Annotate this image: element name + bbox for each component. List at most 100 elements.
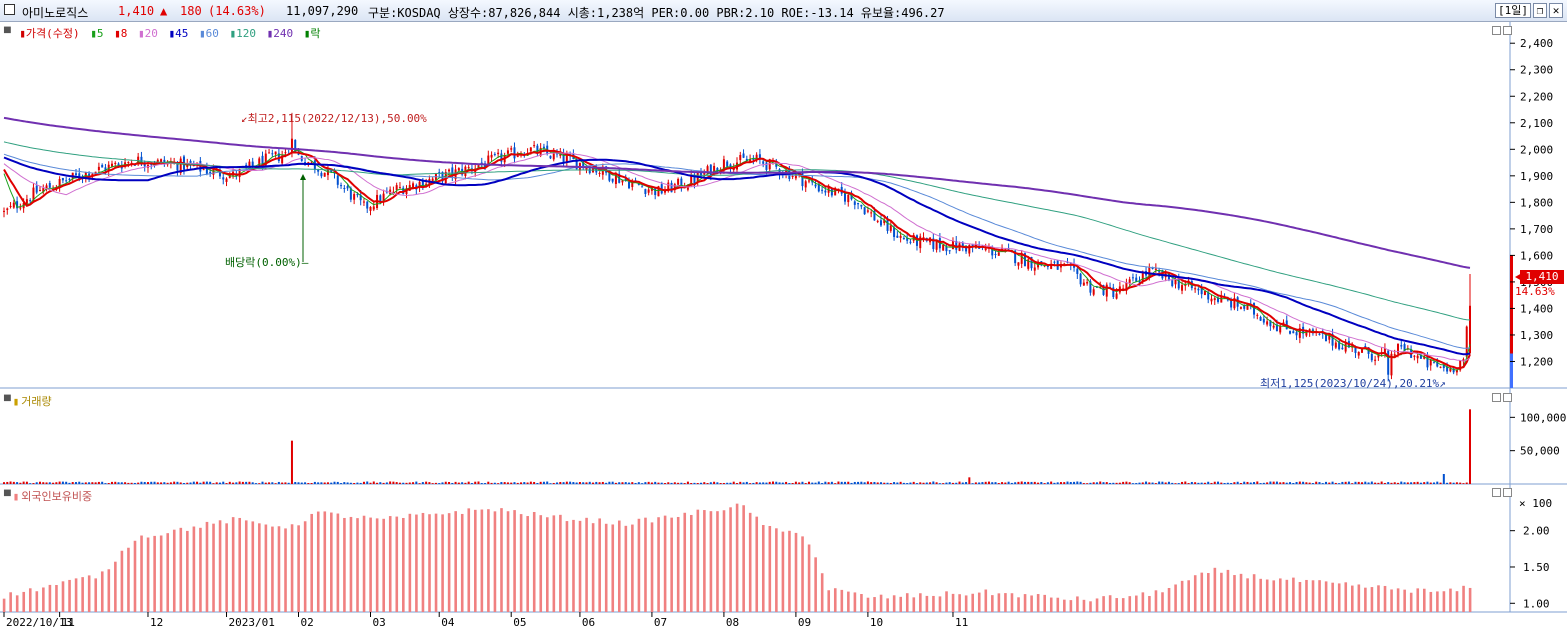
volume-bar — [22, 481, 25, 484]
pane-minimize-button[interactable] — [1492, 26, 1501, 35]
volume-bar — [1462, 483, 1465, 484]
volume-bar — [114, 481, 117, 484]
foreign-ratio-bar — [912, 597, 916, 612]
candle-body — [1390, 353, 1393, 376]
volume-bar — [1311, 483, 1314, 484]
candle-body — [876, 220, 879, 222]
x-tick-label: 2023/01 — [229, 616, 275, 629]
candle-body — [1338, 341, 1341, 350]
volume-bar — [408, 482, 411, 484]
volume-minimize-button[interactable] — [1492, 393, 1501, 402]
volume-bars: 100,000 50,000 — [3, 409, 1566, 484]
foreign-ratio-bar — [932, 595, 935, 612]
volume-bar — [624, 482, 627, 484]
price-tick-label: 2,000 — [1520, 143, 1553, 156]
volume-bar — [1197, 482, 1200, 484]
foreign-close-button[interactable] — [1503, 488, 1512, 497]
volume-bar — [1403, 482, 1406, 484]
restore-window-icon[interactable]: ❐ — [1533, 3, 1547, 18]
candle-body — [1053, 261, 1056, 263]
candle-body — [6, 208, 9, 210]
volume-bar — [1334, 482, 1337, 484]
candle-body — [133, 164, 136, 166]
legend-ma8: ▮8 — [114, 27, 128, 40]
volume-bar — [117, 482, 120, 484]
candle-body — [1305, 331, 1308, 336]
volume-bar — [912, 481, 915, 484]
volume-bar — [1410, 482, 1413, 484]
volume-bar — [798, 482, 801, 484]
select-checkbox[interactable] — [4, 4, 15, 15]
volume-bar — [1167, 481, 1170, 484]
volume-bar — [215, 482, 218, 484]
candle-body — [65, 180, 68, 182]
volume-bar — [533, 481, 536, 484]
volume-close-button[interactable] — [1503, 393, 1512, 402]
volume-bar — [974, 482, 977, 484]
foreign-ratio-bar — [1207, 573, 1210, 612]
x-tick-label: 08 — [726, 616, 739, 629]
price-tick-label: 1,900 — [1520, 170, 1553, 183]
pane-close-button[interactable] — [1503, 26, 1512, 35]
foreign-minimize-button[interactable] — [1492, 488, 1501, 497]
foreign-ratio-bar — [1004, 593, 1007, 612]
volume-bar — [876, 482, 879, 484]
candle-body — [448, 169, 451, 172]
foreign-ratio-bar — [186, 530, 189, 612]
volume-bar — [320, 482, 323, 484]
candle-body — [857, 202, 860, 205]
candle-body — [362, 201, 365, 203]
volume-bar — [277, 481, 280, 484]
volume-bar — [88, 482, 91, 484]
candle-body — [477, 165, 480, 168]
volume-bar — [1282, 482, 1285, 484]
candle-body — [1194, 288, 1197, 290]
volume-bar — [1321, 483, 1324, 484]
foreign-tick-label: 1.50 — [1523, 561, 1550, 574]
foreign-ratio-bar — [1017, 597, 1020, 612]
volume-bar — [104, 483, 107, 484]
volume-bar — [474, 481, 477, 484]
volume-bar — [866, 481, 869, 484]
foreign-ratio-bar — [1272, 580, 1276, 612]
candle-body — [1400, 345, 1403, 347]
volume-bar — [297, 482, 300, 484]
volume-bar — [248, 481, 251, 484]
candle-body — [533, 145, 536, 147]
x-tick-label: 10 — [870, 616, 883, 629]
foreign-ratio-bar — [1429, 591, 1433, 612]
volume-bar — [683, 483, 686, 484]
volume-bar — [1397, 482, 1400, 484]
foreign-ratio-bar — [735, 503, 739, 612]
candle-body — [984, 248, 987, 251]
volume-bar — [323, 482, 326, 484]
candle-body — [372, 206, 375, 210]
candle-body — [1266, 321, 1269, 325]
volume-bar — [1213, 481, 1216, 484]
foreign-ratio-bar — [905, 593, 909, 612]
foreign-ratio-bar — [565, 521, 569, 612]
volume-bar — [719, 483, 722, 484]
volume-bar — [1122, 481, 1125, 484]
price-change: 180 — [180, 4, 202, 18]
volume-bar — [889, 483, 892, 484]
candle-body — [961, 242, 964, 247]
candle-body — [441, 171, 444, 182]
foreign-ratio-bar — [127, 547, 130, 612]
volume-bar — [1115, 482, 1118, 484]
foreign-ratio-bar — [1331, 582, 1334, 612]
candle-body — [755, 154, 758, 161]
volume-bar — [588, 481, 591, 484]
candle-body — [942, 244, 945, 251]
volume-bar — [274, 483, 277, 484]
period-button[interactable]: [1일] — [1495, 3, 1531, 18]
volume-bar — [654, 481, 657, 484]
foreign-ratio-bar — [611, 524, 615, 612]
volume-bar — [480, 483, 483, 484]
volume-bar — [29, 483, 32, 484]
close-icon[interactable]: ✕ — [1549, 3, 1563, 18]
candle-body — [896, 235, 899, 238]
candle-body — [1184, 284, 1187, 286]
volume-bar — [909, 482, 912, 484]
